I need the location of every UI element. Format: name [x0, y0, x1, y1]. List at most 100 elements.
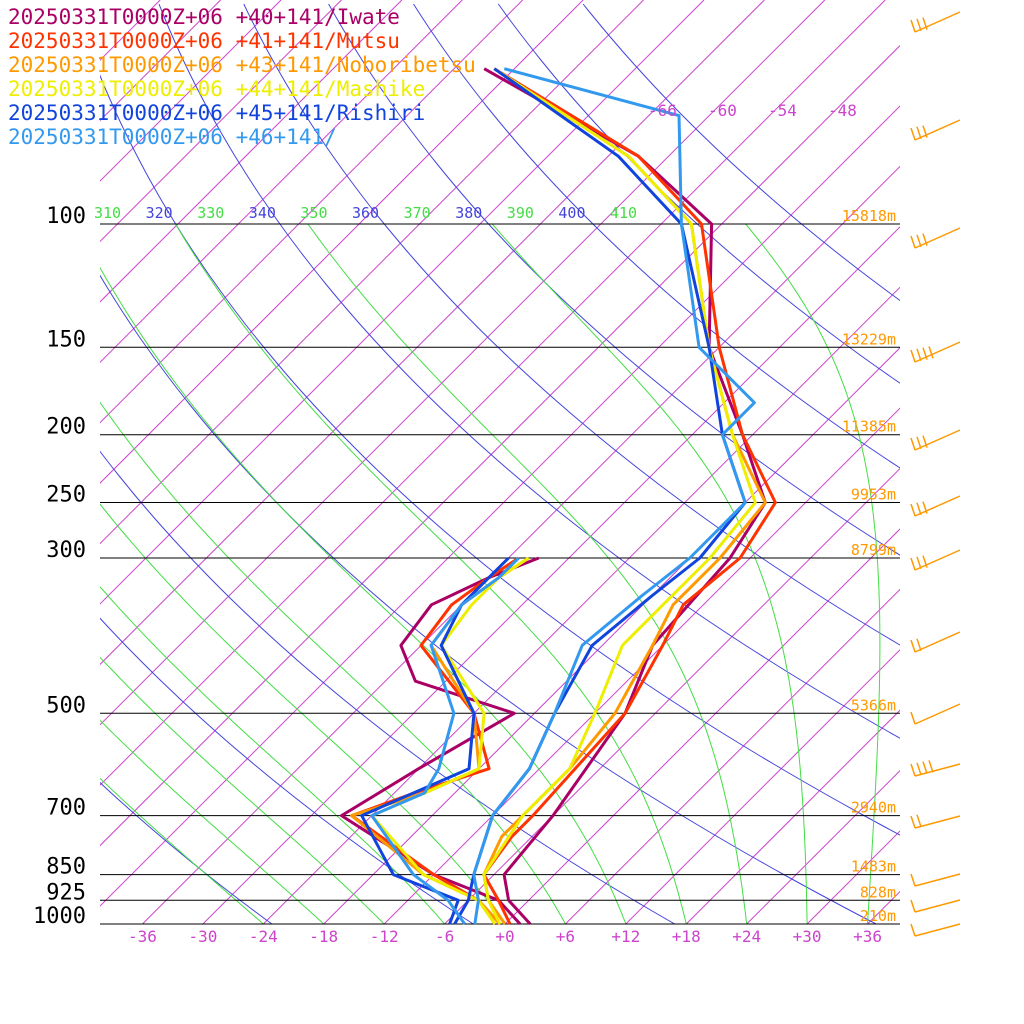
pressure-label-150: 150: [46, 327, 86, 352]
dry-adiabat-line: [413, 3, 900, 469]
dewpoint-line-1: [350, 556, 520, 926]
legend-entry-3: 20250331T0000Z+06 +44+141/Mashike: [8, 77, 425, 101]
isotherm-line: [100, 0, 886, 786]
wind-barb: [910, 899, 961, 913]
moist-adiabat-line: [745, 223, 881, 924]
theta-label: 370: [404, 204, 431, 222]
wind-barb: [910, 119, 961, 141]
wind-barb: [910, 341, 961, 363]
temperature-tick-label: +30: [793, 927, 822, 946]
wind-barb: [910, 814, 961, 829]
wind-barb: [910, 923, 961, 937]
theta-label: 410: [610, 204, 637, 222]
temperature-line-0: [483, 67, 767, 926]
theta-label: 350: [300, 204, 327, 222]
theta-label: 360: [352, 204, 379, 222]
dry-adiabat-line: [243, 3, 900, 646]
isotherm-line: [928, 0, 1024, 924]
wind-barb: [910, 549, 961, 571]
pressure-label-700: 700: [46, 796, 86, 821]
isotherm-line: [202, 226, 900, 924]
wind-barb: [910, 11, 961, 33]
wind-barb: [910, 495, 961, 517]
moist-adiabat-line: [491, 223, 808, 924]
dry-adiabat-line: [582, 3, 900, 302]
dry-adiabat-line: [100, 617, 474, 924]
isotherm-line: [383, 407, 900, 924]
temperature-tick-label: -36: [128, 927, 157, 946]
temperature-tick-label: -12: [370, 927, 399, 946]
isotherm-line: [100, 0, 524, 424]
isotherm-line: [625, 649, 900, 924]
theta-label: 330: [197, 204, 224, 222]
sounding-profiles: [340, 67, 777, 926]
wind-barbs: [910, 11, 961, 937]
temperature-tick-label: +24: [732, 927, 761, 946]
theta-label: 400: [558, 204, 585, 222]
dewpoint-line-3: [370, 556, 530, 925]
height-label-150: 13229m: [842, 330, 896, 348]
dry-adiabat-line: [100, 74, 900, 836]
temperature-tick-label: +18: [672, 927, 701, 946]
legend: 20250331T0000Z+06 +40+141/Iwate20250331T…: [8, 5, 476, 149]
wind-barb: [910, 631, 961, 653]
wind-barb: [910, 760, 961, 777]
pressure-label-300: 300: [46, 538, 86, 563]
theta-label: 390: [507, 204, 534, 222]
upper-isotherm-label: -60: [708, 101, 737, 120]
temperature-line-4: [453, 67, 747, 925]
theta-label: 320: [146, 204, 173, 222]
dry-adiabat-line: [328, 3, 900, 556]
temperature-tick-label: -24: [249, 927, 278, 946]
legend-entry-0: 20250331T0000Z+06 +40+141/Iwate: [8, 5, 400, 29]
temperature-tick-label: +12: [611, 927, 640, 946]
isotherm-line: [565, 588, 900, 924]
dewpoint-line-0: [340, 556, 540, 926]
height-label-1000: 210m: [860, 907, 896, 925]
dry-adiabat-line: [158, 3, 900, 739]
upper-isotherm-label: -48: [828, 101, 857, 120]
isotherm-line: [142, 165, 900, 924]
temperature-line-2: [482, 67, 767, 925]
height-label-850: 1483m: [851, 858, 896, 876]
isotherm-line: [504, 528, 900, 924]
temperature-line-3: [482, 67, 757, 925]
temperature-tick-label: -18: [309, 927, 338, 946]
height-label-500: 5366m: [851, 696, 896, 714]
isotherm-line: [100, 0, 826, 726]
dewpoint-line-5: [370, 556, 520, 925]
wind-barb: [910, 227, 961, 249]
temperature-tick-label: +0: [495, 927, 514, 946]
isotherm-line: [746, 769, 900, 924]
theta-label: 310: [94, 204, 121, 222]
legend-entry-1: 20250331T0000Z+06 +41+141/Mutsu: [8, 29, 400, 53]
moist-adiabat-lines: [100, 223, 881, 924]
isotherm-line: [100, 0, 644, 545]
wind-barb: [910, 429, 961, 451]
temperature-tick-label: -30: [188, 927, 217, 946]
temperature-tick-label: +6: [556, 927, 575, 946]
height-label-100: 15818m: [842, 207, 896, 225]
wind-barb: [910, 703, 961, 725]
isotherm-line: [806, 830, 900, 924]
isotherm-line: [100, 0, 342, 243]
moist-adiabat-line: [100, 777, 264, 924]
upper-isotherm-label: -54: [768, 101, 797, 120]
isotherm-line: [100, 105, 900, 907]
isotherm-line: [100, 44, 900, 847]
theta-label: 380: [455, 204, 482, 222]
height-label-200: 11385m: [842, 418, 896, 436]
height-label-250: 9953m: [851, 486, 896, 504]
legend-entry-4: 20250331T0000Z+06 +45+141/Rishiri: [8, 101, 425, 125]
dewpoint-line-4: [360, 556, 510, 925]
height-label-925: 828m: [860, 883, 896, 901]
isotherm-line: [444, 467, 900, 924]
upper-isotherm-label: -66: [648, 101, 677, 120]
isotherm-line: [100, 0, 282, 182]
pressure-label-850: 850: [46, 855, 86, 880]
temperature-tick-label: -6: [435, 927, 454, 946]
legend-entry-2: 20250331T0000Z+06 +43+141/Noboribetsu: [8, 53, 476, 77]
legend-entry-5: 20250331T0000Z+06 +46+141/: [8, 125, 337, 149]
